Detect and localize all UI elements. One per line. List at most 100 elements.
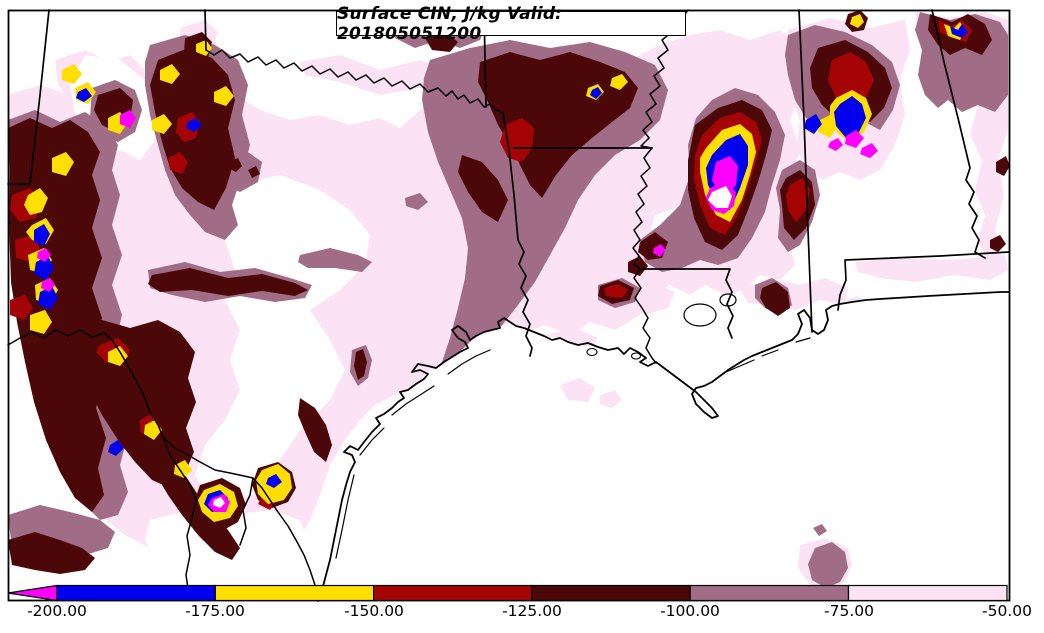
colorbar-tick--125: -125.00 <box>502 602 562 620</box>
barrier-island-ms-sound2 <box>761 349 779 357</box>
cin-region-red-coastblob <box>258 496 275 510</box>
cin-region-blue-al-arc <box>834 96 866 138</box>
cin-region-maroon-matagorda-sliver <box>354 349 367 380</box>
border-alabama-florida <box>837 251 1010 311</box>
cin-region-blue-al-arc2 <box>804 114 822 134</box>
cin-region-red-west3 <box>10 295 33 320</box>
cin-region-blue-bigbend <box>108 440 124 456</box>
cin-region-maroon-bottomleft <box>8 532 95 574</box>
colorbar-segment-yellow <box>214 584 375 602</box>
state-borders <box>7 9 1010 602</box>
cin-region-maroon-top-center2 <box>425 32 458 52</box>
cin-region-yellow-redriver2 <box>610 74 628 90</box>
cin-region-maroon-mobile <box>760 282 790 316</box>
cin-region-magenta-west2 <box>41 278 55 292</box>
cin-region-palepink-gulf2 <box>600 390 622 408</box>
cin-region-yellow-al-eye <box>850 14 864 28</box>
cin-region-maroon-natchez2 <box>628 256 648 276</box>
colorbar-segment-blue <box>56 584 216 602</box>
red-river-border <box>205 49 504 114</box>
cin-region-blue-west2 <box>34 256 54 280</box>
border-louisiana-mississippi <box>639 268 734 339</box>
barrier-island-matagorda <box>391 385 435 416</box>
colorbar-tick--200: -200.00 <box>27 602 87 620</box>
map-title: Surface CIN, J/kg Valid: 201805051200 <box>336 4 686 44</box>
colorbar-segment-maroon <box>531 584 691 602</box>
cin-region-magenta-al1 <box>845 130 864 148</box>
colorbar-tick--75: -75.00 <box>824 602 874 620</box>
cin-region-maroon-central-line <box>148 268 308 296</box>
cin-region-yellow-ph2 <box>152 114 172 134</box>
cin-region-yellow-west6 <box>52 152 74 176</box>
mexico-state-border1 <box>162 436 197 596</box>
cin-region-blue-west3 <box>38 286 58 310</box>
cin-region-yellow-al-arc2 <box>818 114 838 138</box>
cin-region-mauve-dot2 <box>298 248 372 272</box>
cin-region-mauve-gulf-speck <box>813 524 827 536</box>
cin-region-yellow-west5 <box>30 310 52 334</box>
cin-region-maroon-etx-arm <box>458 155 508 222</box>
cin-region-maroon-dot1 <box>228 158 242 172</box>
colorbar-tick--175: -175.00 <box>185 602 245 620</box>
barrier-island-ms-sound1 <box>725 359 755 373</box>
cin-region-blue-west1 <box>34 224 50 246</box>
cin-region-maroon-edge-speck1 <box>996 156 1010 176</box>
cin-region-palepink-gulf1 <box>560 378 595 402</box>
cin-region-blue-redriver <box>590 87 602 99</box>
cin-region-maroon-edge-speck2 <box>990 235 1006 252</box>
cin-region-magenta-al3 <box>828 138 843 151</box>
colorbar-segment-mauve <box>689 584 850 602</box>
border-texas-louisiana <box>502 112 533 357</box>
mexico-state-border2 <box>239 477 254 546</box>
cin-region-blue-ph <box>186 118 202 132</box>
cin-region-yellow-ph1 <box>160 64 180 84</box>
cin-region-red-panhandle2 <box>168 152 188 174</box>
border-mississippi-alabama <box>798 9 813 333</box>
barrier-island-galveston <box>447 349 491 375</box>
lakes <box>586 293 737 360</box>
cin-region-blue-topright <box>950 24 968 38</box>
cin-region-yellow-west1 <box>24 188 48 215</box>
border-new-mexico-texas <box>7 9 50 185</box>
cin-region-red-alabama <box>828 52 874 106</box>
cin-region-yellow-bigbend1 <box>108 346 128 366</box>
cin-region-blue-coastblob <box>266 474 282 488</box>
gulf-of-mexico <box>318 292 1009 601</box>
colorbar-tick--100: -100.00 <box>660 602 720 620</box>
barrier-island-dauphin <box>795 337 811 343</box>
barrier-island-padre <box>335 474 355 559</box>
cin-core-white-ms <box>708 186 732 208</box>
cin-region-mauve-gulf <box>808 542 848 588</box>
colorbar-segment-red <box>373 584 533 602</box>
cin-region-mauve-dot3 <box>405 193 428 210</box>
marsh-lake1 <box>586 347 598 357</box>
cin-region-maroon-bigbend <box>60 318 196 488</box>
cin-region-magenta-nm-core <box>120 110 136 128</box>
cin-region-maroon-dot2 <box>248 166 260 178</box>
cin-region-blue-nm <box>76 88 92 102</box>
cin-region-magenta-west1 <box>37 248 51 262</box>
lake-pontchartrain <box>683 303 717 327</box>
colorbar-underflow-arrow <box>7 584 58 602</box>
border-texas-panhandle <box>204 9 207 51</box>
colorbar-tick--50: -50.00 <box>982 602 1032 620</box>
cin-gulf-patches <box>560 378 852 590</box>
mississippi-river <box>632 9 689 364</box>
cin-region-yellow-nm3 <box>62 64 82 84</box>
cin-region-red-al-arm <box>786 178 810 222</box>
marsh-lake2 <box>630 352 642 360</box>
gulf-coastline <box>317 291 1010 602</box>
border-alabama-georgia <box>931 9 986 259</box>
colorbar-segment-palepink <box>847 584 1008 602</box>
cin-region-magenta-al2 <box>860 143 878 158</box>
cin-region-yellow-bigbend3 <box>174 460 192 478</box>
cin-region-red-la-sliver <box>604 284 628 298</box>
cin-core-white-delrio <box>213 497 225 508</box>
cin-region-maroon-coast-streak <box>298 398 332 462</box>
coastline-group <box>317 291 1010 602</box>
colorbar-tick--150: -150.00 <box>344 602 404 620</box>
cin-region-palepink-florida <box>855 255 1008 282</box>
